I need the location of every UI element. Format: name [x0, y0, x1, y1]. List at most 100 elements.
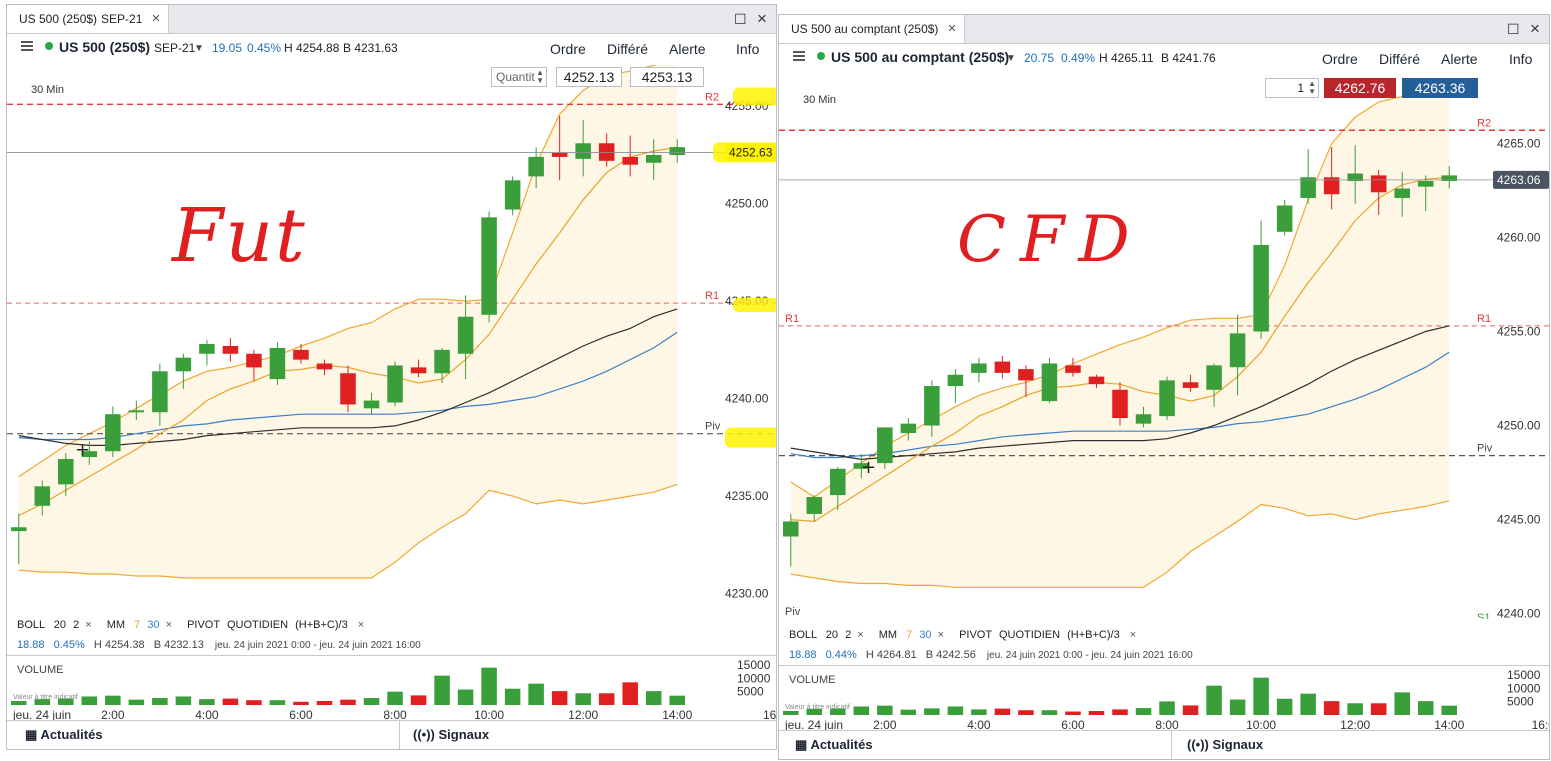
volume-bar — [81, 696, 98, 705]
order-button[interactable]: Ordre — [1322, 51, 1358, 67]
volume-panel[interactable]: VOLUME Valeur à titre indicatif 15000 10000… — [779, 665, 1549, 733]
close-tab-icon[interactable]: × — [947, 20, 957, 37]
sell-price-button[interactable]: 4252.13 — [556, 67, 622, 87]
deferred-button[interactable]: Différé — [607, 41, 648, 57]
remove-mm-icon[interactable]: × — [937, 629, 944, 641]
news-icon: ▦ — [795, 737, 808, 752]
mm-indicator[interactable]: MM — [106, 619, 126, 631]
volume-bar — [222, 698, 239, 705]
highlight-marker — [725, 427, 776, 448]
volume-chart[interactable]: VOLUME Valeur à titre indicatif 1500010000… — [7, 655, 777, 723]
remove-pivot-icon[interactable]: × — [1129, 629, 1137, 641]
pivot-period: QUOTIDIEN — [226, 619, 289, 631]
alert-button[interactable]: Alerte — [1441, 51, 1478, 67]
price-chart[interactable]: 4240.00 4245.00 4250.00 4255.00 4260.00 4265.… — [779, 75, 1549, 619]
maximize-icon[interactable]: ☐ — [734, 11, 747, 27]
close-tab-icon[interactable]: × — [151, 10, 161, 27]
quantity-field[interactable]: Quantit ▲ ▼ — [491, 67, 547, 87]
price-chart[interactable]: 4230.004235.004240.004245.004250.004255.… — [7, 65, 776, 609]
signals-tab[interactable]: ((•)) Signaux — [413, 721, 489, 749]
pivot-r2-label: R2 — [1477, 117, 1491, 129]
volume-bar — [269, 700, 286, 705]
pivot-r1-label: R1 — [1477, 313, 1491, 325]
signals-tab[interactable]: ((•)) Signaux — [1187, 731, 1263, 759]
instrument-toolbar: US 500 (250$) SEP-21 ▼ 19.05 0.45% H 425… — [7, 33, 776, 65]
stepper-icon[interactable]: ▲ ▼ — [536, 68, 544, 85]
volume-tick-label: 10000 — [737, 671, 771, 685]
chevron-down-icon[interactable]: ▼ — [194, 43, 204, 54]
status-line: 18.88 0.45% H 4254.38 B 4232.13 jeu. 24 … — [7, 639, 776, 653]
stepper-icon[interactable]: ▲ ▼ — [1308, 79, 1316, 96]
candle — [1065, 365, 1081, 373]
instrument-name[interactable]: US 500 (250$) — [59, 39, 151, 55]
boll-indicator[interactable]: BOLL — [789, 629, 817, 641]
mm-indicator[interactable]: MM — [878, 629, 898, 641]
news-tab[interactable]: ▦ Actualités — [25, 721, 103, 749]
candle — [1182, 382, 1199, 388]
remove-mm-icon[interactable]: × — [165, 619, 172, 631]
pivot-indicator[interactable]: PIVOT — [187, 619, 220, 631]
volume-bar — [924, 708, 940, 715]
volume-chart[interactable]: VOLUME Valeur à titre indicatif 1500010000… — [779, 665, 1550, 733]
candle — [316, 363, 333, 370]
signals-label: Signaux — [1212, 737, 1264, 752]
close-window-icon[interactable]: × — [1530, 19, 1540, 38]
time-tick-label: 14:00 — [662, 708, 692, 722]
menu-icon[interactable] — [793, 51, 805, 61]
bollinger-lower-band — [18, 483, 678, 579]
deferred-button[interactable]: Différé — [1379, 51, 1420, 67]
close-window-icon[interactable]: × — [757, 9, 767, 28]
y-tick-label: 4250.00 — [725, 197, 769, 211]
candle — [34, 486, 51, 506]
remove-boll-icon[interactable]: × — [85, 619, 92, 631]
instrument-expiry[interactable]: SEP-21 — [154, 41, 196, 55]
pivot-indicator[interactable]: PIVOT — [959, 629, 992, 641]
quantity-field[interactable]: 1 ▲ ▼ — [1265, 78, 1319, 98]
volume-bar — [293, 701, 309, 705]
candle — [1370, 175, 1387, 193]
candle — [1394, 188, 1410, 198]
sell-price-button[interactable]: 4262.76 — [1324, 78, 1396, 98]
candlestick-chart[interactable]: 4230.004235.004240.004245.004250.004255.… — [7, 65, 777, 609]
volume-bar — [669, 695, 686, 705]
volume-panel[interactable]: VOLUME Valeur à titre indicatif 15000 10000… — [7, 655, 776, 723]
candle — [1041, 363, 1058, 402]
status-range: jeu. 24 juin 2021 0:00 - jeu. 24 juin 20… — [986, 650, 1193, 661]
info-button[interactable]: Info — [1509, 51, 1533, 67]
price-change-pct: 0.45% — [247, 41, 282, 55]
buy-price-button[interactable]: 4253.13 — [630, 67, 704, 87]
alert-button[interactable]: Alerte — [669, 41, 706, 57]
chevron-down-icon[interactable]: ▼ — [1006, 53, 1016, 64]
news-tab[interactable]: ▦ Actualités — [795, 731, 873, 759]
time-tick-label: 14:00 — [1434, 718, 1464, 732]
volume-bar — [1112, 709, 1128, 715]
cfd-window: US 500 au comptant (250$) × ☐ × US 500 a… — [778, 14, 1550, 760]
buy-price-button[interactable]: 4263.36 — [1402, 78, 1478, 98]
volume-bar — [782, 711, 799, 715]
tab-us500-cfd[interactable]: US 500 au comptant (250$) × — [779, 15, 966, 43]
remove-boll-icon[interactable]: × — [857, 629, 864, 641]
volume-bar — [152, 698, 168, 705]
volume-bar — [1323, 701, 1340, 715]
boll-indicator[interactable]: BOLL — [17, 619, 45, 631]
candle — [1417, 181, 1434, 187]
price-change: 19.05 — [212, 41, 243, 55]
tab-us500-futures[interactable]: US 500 (250$) SEP-21 × — [7, 5, 170, 33]
tab-subtitle: SEP-21 — [101, 12, 143, 26]
last-price-value: 4263.06 — [1497, 173, 1541, 187]
volume-bar — [1065, 711, 1081, 715]
mm-slow: 30 — [919, 629, 932, 641]
volume-bar — [994, 708, 1011, 715]
candle — [410, 367, 427, 374]
candlestick-chart[interactable]: 4240.00 4245.00 4250.00 4255.00 4260.00 4265.… — [779, 75, 1550, 619]
instrument-name[interactable]: US 500 au comptant (250$) — [831, 49, 1010, 65]
menu-icon[interactable] — [21, 41, 33, 51]
day-high: H 4265.11 — [1099, 51, 1154, 65]
remove-pivot-icon[interactable]: × — [357, 619, 365, 631]
volume-bar — [1182, 705, 1199, 715]
candle — [58, 459, 74, 485]
info-button[interactable]: Info — [736, 41, 760, 57]
order-button[interactable]: Ordre — [550, 41, 586, 57]
maximize-icon[interactable]: ☐ — [1507, 21, 1520, 37]
boll-dev: 2 — [845, 629, 852, 641]
